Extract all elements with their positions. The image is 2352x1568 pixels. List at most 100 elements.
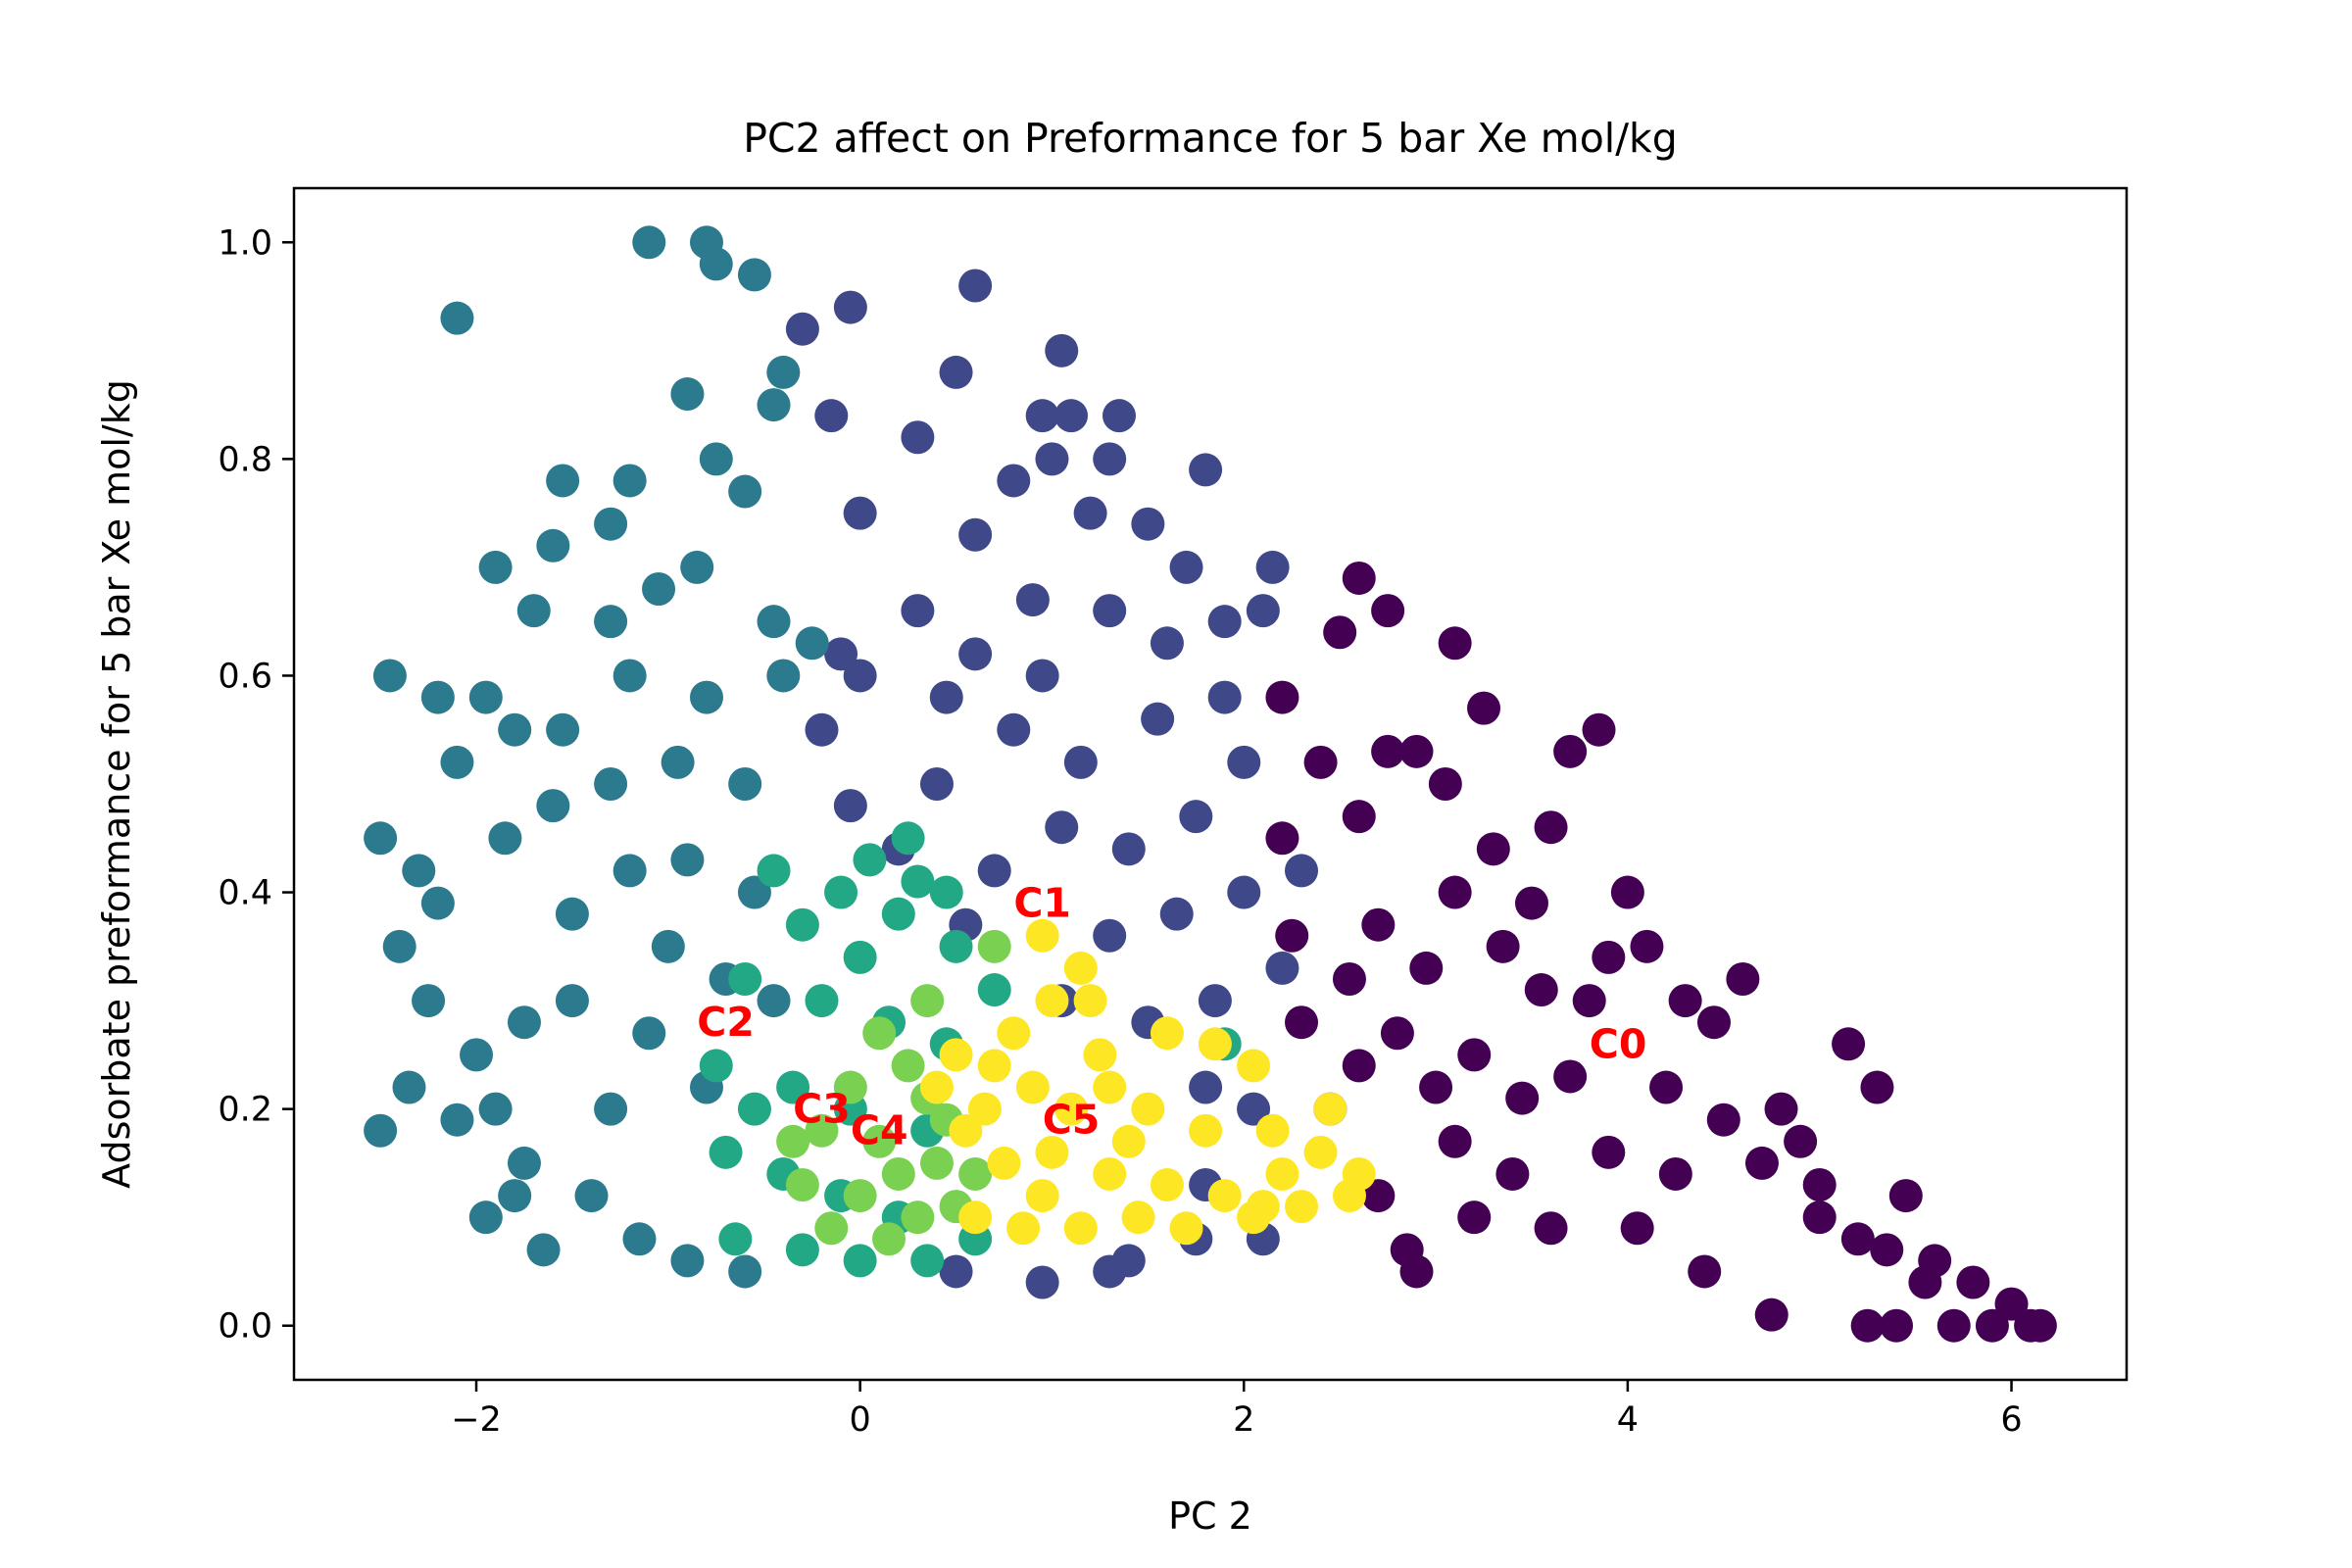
data-point <box>468 1200 503 1235</box>
data-point <box>1380 1016 1414 1051</box>
data-point <box>776 1070 810 1104</box>
data-point <box>709 1135 743 1169</box>
y-tick-label: 0.4 <box>218 874 272 913</box>
data-point <box>1169 1211 1203 1246</box>
data-point <box>1227 745 1261 779</box>
data-point <box>1438 875 1472 909</box>
data-point <box>1093 1070 1127 1104</box>
data-point <box>420 680 455 714</box>
data-point <box>1361 1179 1396 1213</box>
data-point <box>891 1049 925 1083</box>
data-point <box>364 1113 398 1148</box>
data-point <box>1237 1092 1271 1126</box>
data-point <box>372 659 407 693</box>
data-point <box>728 767 762 801</box>
data-point <box>785 1233 819 1267</box>
data-point <box>594 507 628 541</box>
data-point <box>958 637 993 671</box>
data-point <box>785 907 819 942</box>
data-point <box>612 464 647 498</box>
data-point <box>814 1211 849 1246</box>
data-point <box>1063 1211 1098 1246</box>
data-point <box>1323 615 1357 650</box>
data-point <box>958 517 993 552</box>
data-point <box>1726 961 1760 996</box>
data-point <box>1015 1070 1050 1104</box>
data-point <box>402 854 436 888</box>
data-point <box>1150 626 1184 661</box>
data-point <box>1495 1156 1530 1191</box>
data-point <box>1572 984 1606 1018</box>
data-point <box>1255 1113 1290 1148</box>
data-point <box>440 1102 474 1137</box>
data-point <box>919 1070 954 1104</box>
data-point <box>1141 702 1175 736</box>
data-point <box>728 474 762 509</box>
data-point <box>661 745 695 779</box>
data-point <box>632 225 666 260</box>
data-point <box>737 875 771 909</box>
data-point <box>833 290 867 324</box>
data-point <box>420 886 455 920</box>
data-point <box>862 1124 897 1158</box>
data-point <box>1342 800 1376 834</box>
data-point <box>901 864 935 899</box>
data-point <box>843 659 877 693</box>
data-point <box>1994 1287 2029 1321</box>
cluster-label: C4 <box>851 1107 908 1154</box>
data-point <box>1121 1200 1155 1235</box>
data-point <box>1285 1005 1319 1040</box>
x-tick-label: 6 <box>2000 1400 2022 1440</box>
data-point <box>805 712 839 747</box>
data-point <box>612 854 647 888</box>
data-point <box>1025 659 1059 693</box>
data-point <box>939 355 973 389</box>
data-point <box>1342 561 1376 595</box>
data-point <box>1093 594 1127 628</box>
data-point <box>910 1244 945 1278</box>
data-point <box>997 464 1031 498</box>
data-point <box>919 767 954 801</box>
data-point <box>1438 1124 1472 1158</box>
data-point <box>1534 1211 1568 1246</box>
data-point <box>1870 1233 1904 1267</box>
data-point <box>891 821 925 856</box>
data-point <box>1093 1156 1127 1191</box>
data-point <box>997 712 1031 747</box>
data-point <box>1265 680 1299 714</box>
data-point <box>1111 1124 1146 1158</box>
data-point <box>1015 583 1050 617</box>
data-point <box>1111 832 1146 866</box>
data-point <box>1285 1190 1319 1224</box>
data-point <box>622 1222 657 1256</box>
data-point <box>1063 951 1098 985</box>
data-point <box>949 1113 983 1148</box>
data-point <box>699 247 733 281</box>
data-point <box>699 442 733 476</box>
data-point <box>1189 1113 1223 1148</box>
data-point <box>1802 1200 1837 1235</box>
data-point <box>929 875 963 909</box>
data-point <box>805 984 839 1018</box>
data-point <box>977 854 1011 888</box>
data-point <box>1697 1005 1732 1040</box>
data-point <box>1025 1179 1059 1213</box>
data-point <box>766 659 801 693</box>
y-axis-ticks: 0.0 0.2 0.4 0.6 0.8 1.0 <box>218 223 294 1347</box>
data-point <box>1592 1135 1626 1169</box>
data-point <box>1361 907 1396 942</box>
data-point <box>1207 680 1242 714</box>
data-point <box>901 594 935 628</box>
data-point <box>507 1146 541 1180</box>
data-point <box>594 605 628 639</box>
data-point <box>1514 886 1548 920</box>
data-point <box>412 984 446 1018</box>
data-point <box>881 897 915 931</box>
data-point <box>536 528 570 563</box>
data-point <box>526 1233 561 1267</box>
data-point <box>1936 1308 1971 1343</box>
data-point <box>977 1049 1011 1083</box>
x-axis-ticks: −2 0 2 4 6 <box>451 1380 2023 1440</box>
data-point <box>833 789 867 823</box>
data-point <box>1486 929 1520 963</box>
